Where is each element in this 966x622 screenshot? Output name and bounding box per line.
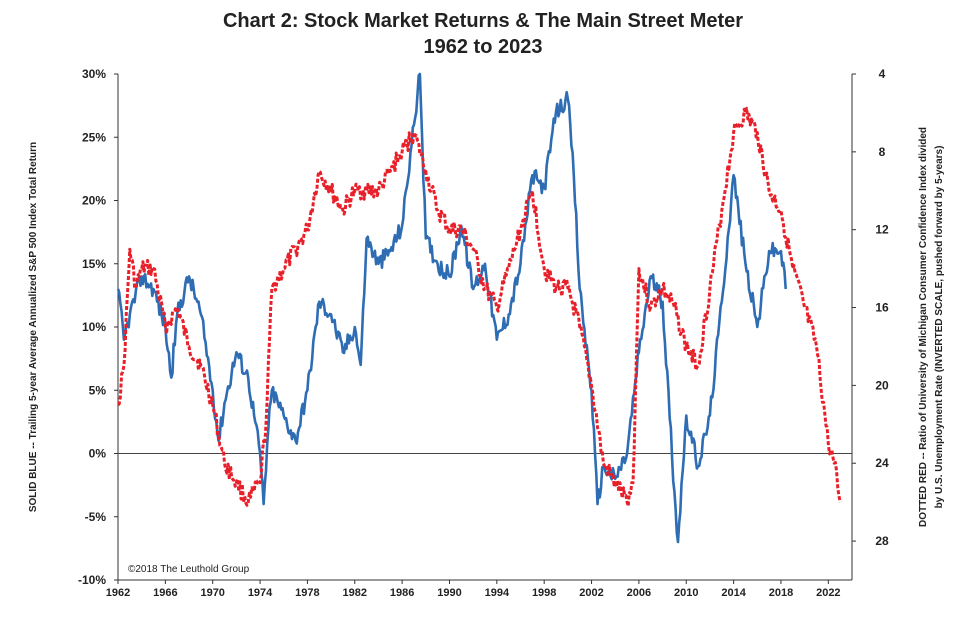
y-right-tick-label: 20 <box>875 378 889 392</box>
y-left-tick-label: 0% <box>89 447 107 461</box>
x-tick-label: 1962 <box>106 587 130 599</box>
y-right-tick-label: 12 <box>875 223 889 237</box>
x-tick-label: 2002 <box>579 587 603 599</box>
y-right-tick-label: 28 <box>875 534 889 548</box>
y-right-tick-label: 8 <box>879 145 886 159</box>
x-tick-label: 1986 <box>390 587 414 599</box>
x-tick-label: 1994 <box>485 587 510 599</box>
y-right-tick-label: 24 <box>875 456 889 470</box>
y-left-tick-label: 15% <box>82 257 106 271</box>
x-tick-label: 1978 <box>295 587 319 599</box>
y-left-tick-label: 10% <box>82 320 106 334</box>
series-red-dotted-line <box>117 106 842 508</box>
y-left-tick-label: -10% <box>78 573 106 587</box>
x-tick-label: 1982 <box>343 587 367 599</box>
x-tick-label: 2006 <box>627 587 651 599</box>
x-tick-label: 2014 <box>721 587 746 599</box>
x-tick-label: 1970 <box>200 587 224 599</box>
x-tick-label: 1966 <box>153 587 177 599</box>
y-axis-right-label-line2: by U.S. Unemployment Rate (INVERTED SCAL… <box>934 146 945 509</box>
x-tick-label: 1998 <box>532 587 556 599</box>
y-axis-left-label: SOLID BLUE -- Trailing 5-year Average An… <box>28 142 39 512</box>
y-left-tick-label: 20% <box>82 194 106 208</box>
x-tick-label: 2010 <box>674 587 698 599</box>
y-left-tick-label: -5% <box>85 510 107 524</box>
x-tick-label: 2022 <box>816 587 840 599</box>
series-blue-solid-line <box>116 72 787 544</box>
y-right-tick-label: 16 <box>875 301 889 315</box>
y-right-tick-label: 4 <box>879 67 886 81</box>
x-tick-label: 1974 <box>248 587 273 599</box>
x-tick-label: 1990 <box>437 587 461 599</box>
y-left-tick-label: 5% <box>89 383 107 397</box>
y-left-tick-label: 25% <box>82 130 106 144</box>
chart-title: Chart 2: Stock Market Returns & The Main… <box>222 10 744 32</box>
x-tick-label: 2018 <box>769 587 793 599</box>
chart-subtitle: 1962 to 2023 <box>423 36 543 58</box>
y-left-tick-label: 30% <box>82 67 106 81</box>
credit-text: ©2018 The Leuthold Group <box>128 564 250 575</box>
y-axis-right-label-line1: DOTTED RED -- Ratio of University of Mic… <box>918 127 929 527</box>
